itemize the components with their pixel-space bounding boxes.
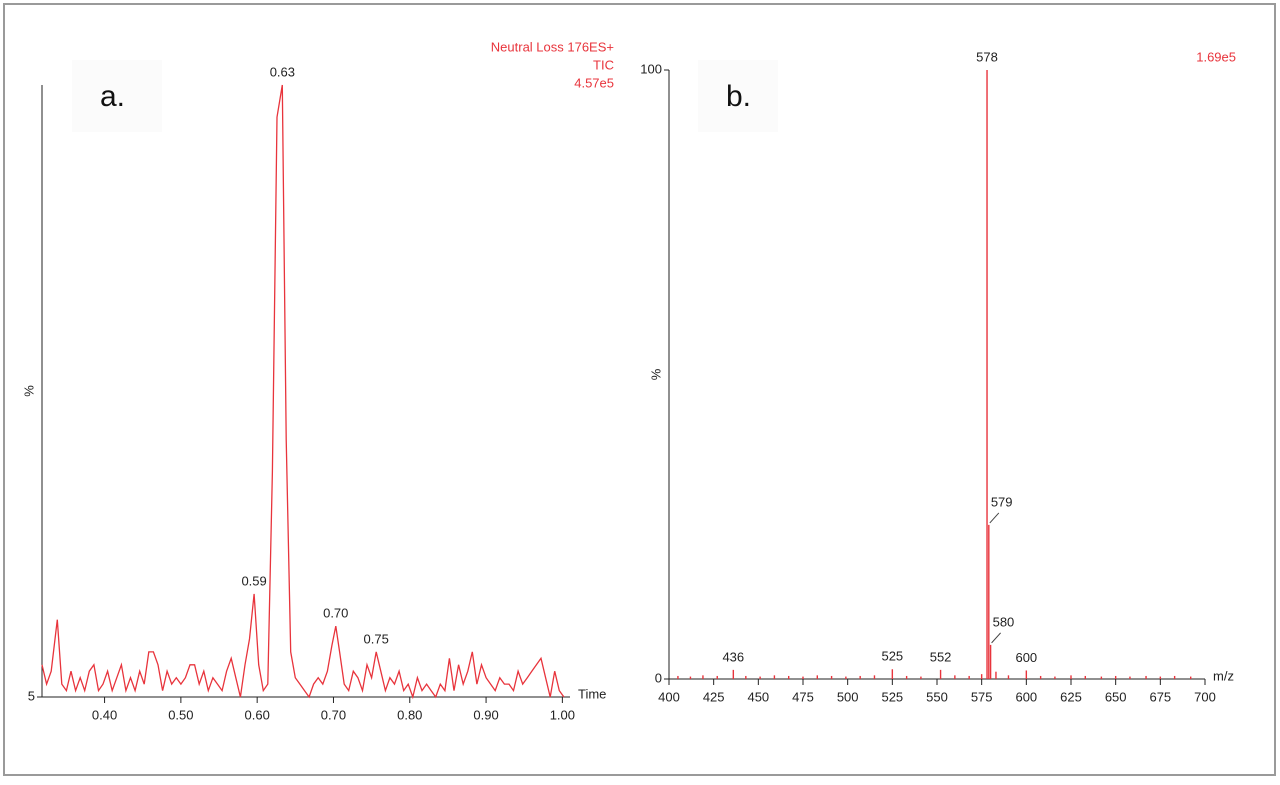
leader-line: [991, 632, 1001, 644]
y-axis-label: %: [648, 368, 663, 380]
leader-line: [989, 512, 1000, 524]
x-tick-label: 650: [1105, 689, 1127, 704]
panel-box: [72, 60, 162, 132]
annotation: 0.75: [364, 631, 389, 646]
x-tick-label: 550: [926, 689, 948, 704]
x-tick-label: 475: [792, 689, 814, 704]
x-tick-label: 1.00: [550, 707, 575, 722]
x-axis-label: Time: [578, 686, 606, 701]
y-tick-label: 0: [655, 670, 662, 685]
x-tick-label: 425: [703, 689, 725, 704]
panel-label: a.: [100, 80, 125, 113]
info-text: 4.57e5: [574, 75, 614, 90]
x-tick-label: 525: [881, 689, 903, 704]
info-text: 1.69e5: [1196, 49, 1236, 64]
x-tick-label: 450: [747, 689, 769, 704]
y-tick-label: 100: [640, 61, 662, 76]
y-axis-label: %: [21, 385, 36, 397]
annotation: 525: [881, 649, 903, 664]
panel-box: [698, 60, 778, 132]
x-tick-label: 0.60: [245, 707, 270, 722]
annotation: 0.59: [241, 573, 266, 588]
annotation: 552: [930, 649, 952, 664]
x-tick-label: 400: [658, 689, 680, 704]
info-text: Neutral Loss 176ES+: [491, 39, 614, 54]
x-tick-label: 700: [1194, 689, 1216, 704]
x-tick-label: 0.50: [168, 707, 193, 722]
annotation: 579: [991, 494, 1013, 509]
y-tick-label: 5: [28, 688, 35, 703]
x-tick-label: 600: [1015, 689, 1037, 704]
annotation: 436: [722, 649, 744, 664]
x-tick-label: 0.90: [473, 707, 498, 722]
panel-label: b.: [726, 80, 751, 113]
info-text: TIC: [593, 57, 614, 72]
x-axis-label: m/z: [1213, 668, 1234, 683]
x-tick-label: 0.70: [321, 707, 346, 722]
x-tick-label: 675: [1149, 689, 1171, 704]
annotation: 578: [976, 49, 998, 64]
x-tick-label: 575: [971, 689, 993, 704]
trace: [41, 84, 565, 700]
annotation: 600: [1015, 650, 1037, 665]
x-tick-label: 500: [837, 689, 859, 704]
frame: [3, 3, 1276, 776]
annotation: 0.70: [323, 606, 348, 621]
annotation: 0.63: [270, 64, 295, 79]
x-tick-label: 625: [1060, 689, 1082, 704]
x-tick-label: 0.40: [92, 707, 117, 722]
annotation: 580: [993, 614, 1015, 629]
x-tick-label: 0.80: [397, 707, 422, 722]
